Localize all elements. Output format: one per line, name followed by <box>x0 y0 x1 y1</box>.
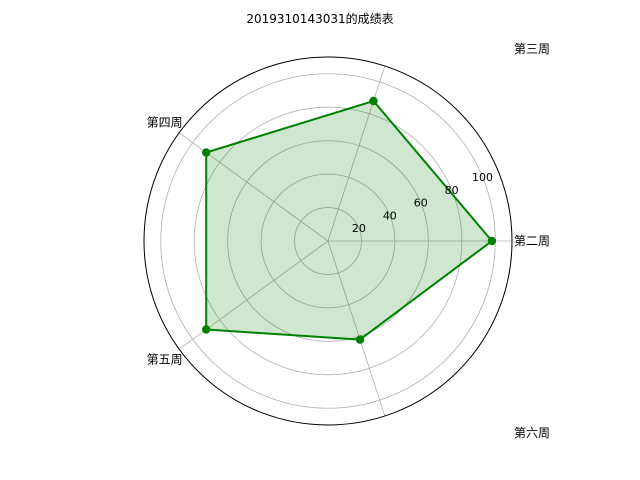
series-line <box>205 99 494 341</box>
radial-tick-label: 20 <box>352 222 366 235</box>
data-point-0 <box>487 236 497 246</box>
data-point-2 <box>202 148 211 157</box>
category-label: 第五周 <box>147 353 183 367</box>
series-layer <box>202 96 497 344</box>
radial-tick-label: 40 <box>383 209 397 222</box>
radial-tick-label: 60 <box>414 197 428 210</box>
data-point-1 <box>369 96 378 106</box>
category-label: 第四周 <box>147 115 183 129</box>
data-point-3 <box>202 325 211 334</box>
data-point-4 <box>355 335 365 344</box>
category-label: 第三周 <box>514 42 550 56</box>
grid-spoke <box>327 240 386 417</box>
grid-spoke <box>327 65 386 242</box>
radial-tick-label: 100 <box>472 171 493 184</box>
outer-circle <box>143 56 513 426</box>
category-label: 第二周 <box>514 234 550 248</box>
radial-tick-label: 80 <box>445 184 459 197</box>
chart-title: 2019310143031的成绩表 <box>246 11 393 26</box>
polar-grid <box>143 56 513 426</box>
series-fill-area <box>206 101 492 340</box>
category-label: 第六周 <box>514 426 550 440</box>
